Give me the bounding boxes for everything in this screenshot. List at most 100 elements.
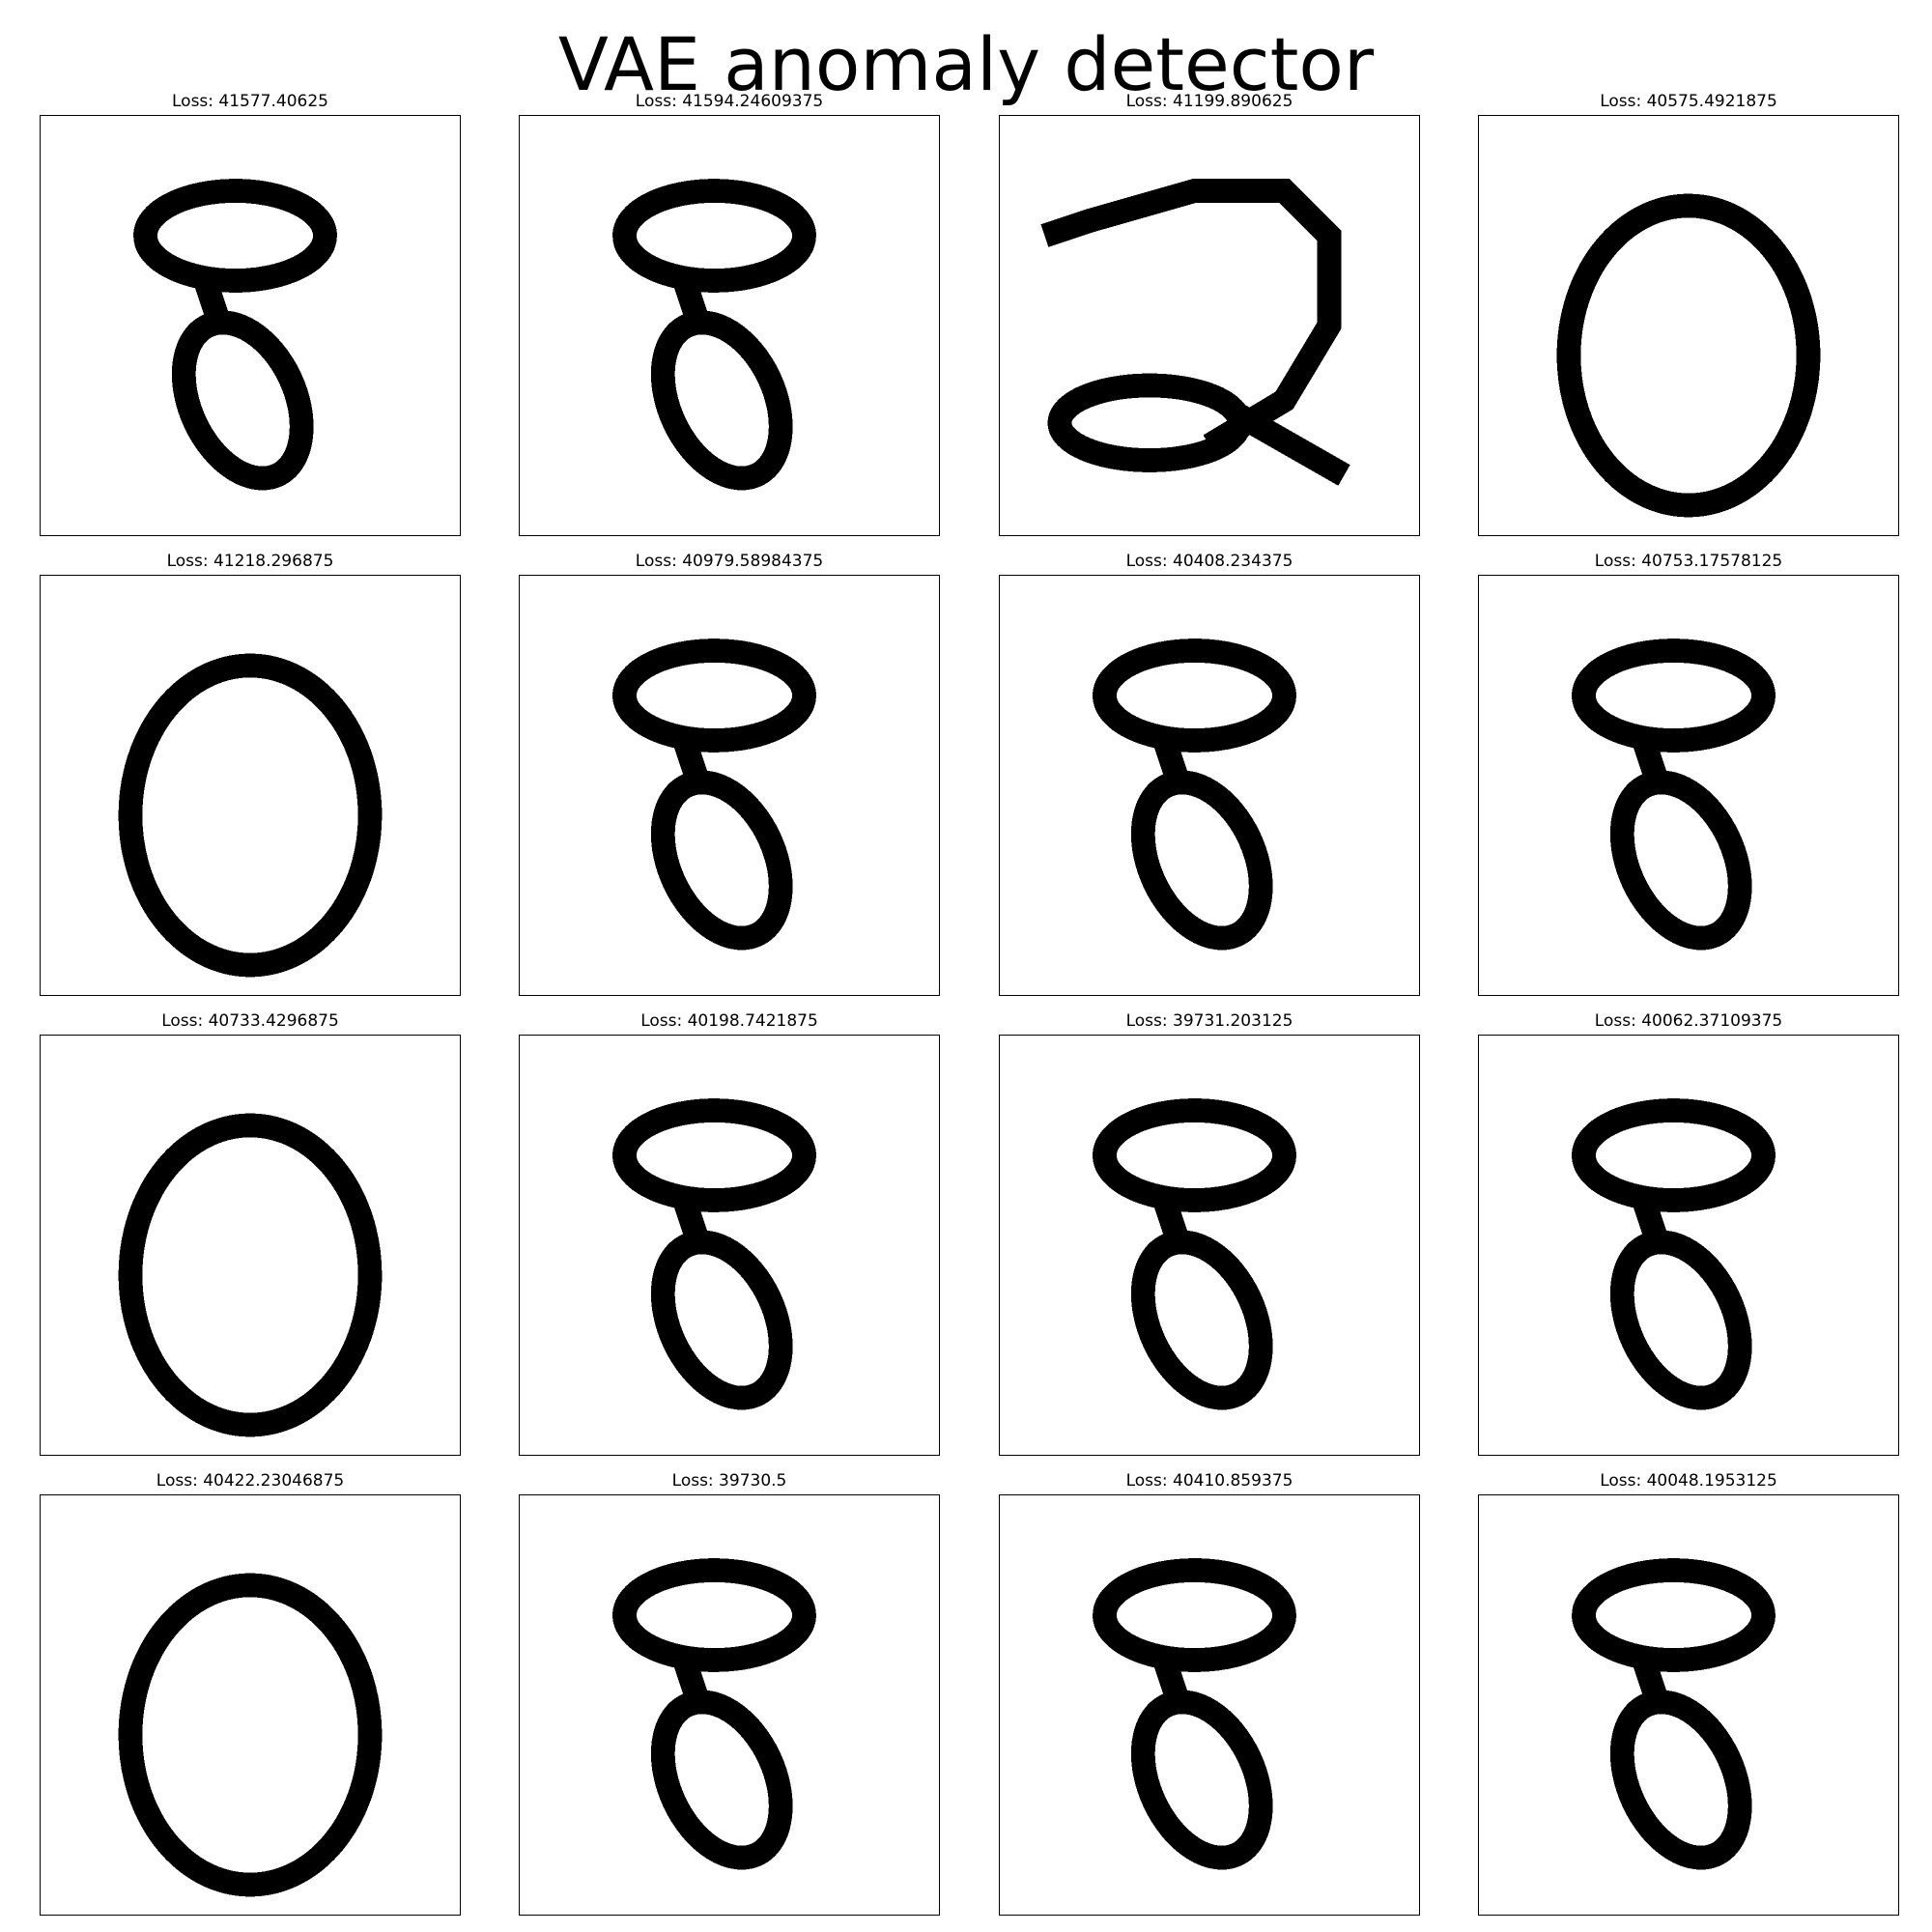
digit-stroke xyxy=(1152,736,1191,789)
digit-stroke xyxy=(193,276,232,329)
digit-stroke xyxy=(1130,770,1273,951)
digit-drawing xyxy=(1040,179,1350,486)
digit-image xyxy=(40,1035,461,1456)
digit-drawing xyxy=(1093,639,1296,951)
digit-image xyxy=(519,1035,940,1456)
digit-drawing xyxy=(612,1558,816,1870)
digit-stroke xyxy=(1093,1098,1296,1212)
digit-drawing xyxy=(118,1573,383,1897)
digit-drawing xyxy=(1556,193,1821,518)
digit-panel: Loss: 40979.58984375 xyxy=(519,552,940,1011)
digit-stroke xyxy=(1152,1196,1191,1249)
digit-panel: Loss: 39731.203125 xyxy=(999,1011,1420,1471)
digit-stroke xyxy=(650,1230,793,1410)
digit-stroke xyxy=(1047,373,1252,472)
digit-image xyxy=(519,1494,940,1916)
digit-image xyxy=(999,1494,1420,1916)
digit-stroke xyxy=(1632,1656,1670,1709)
digit-stroke xyxy=(1572,1098,1776,1212)
loss-label: Loss: 39730.5 xyxy=(671,1471,787,1491)
digit-image xyxy=(40,1494,461,1916)
digit-stroke xyxy=(1632,736,1670,789)
digit-drawing xyxy=(1093,1098,1296,1410)
digit-drawing xyxy=(1093,1558,1296,1870)
loss-label: Loss: 40408.234375 xyxy=(1125,552,1293,571)
digit-image xyxy=(519,575,940,996)
digit-image xyxy=(999,115,1420,536)
digit-stroke xyxy=(118,1113,383,1437)
digit-image xyxy=(1478,115,1899,536)
digit-panel: Loss: 40410.859375 xyxy=(999,1471,1420,1931)
digit-drawing xyxy=(1572,639,1776,951)
loss-label: Loss: 40575.4921875 xyxy=(1600,92,1777,111)
digit-panel: Loss: 40575.4921875 xyxy=(1478,92,1899,552)
digit-panel: Loss: 40733.4296875 xyxy=(40,1011,461,1471)
digit-stroke xyxy=(612,1558,816,1672)
digit-panel: Loss: 40062.37109375 xyxy=(1478,1011,1899,1471)
digit-drawing xyxy=(612,639,816,951)
digit-panel: Loss: 40198.7421875 xyxy=(519,1011,940,1471)
digit-stroke xyxy=(1609,770,1752,951)
digit-image xyxy=(1478,1035,1899,1456)
digit-stroke xyxy=(1130,1690,1273,1870)
digit-stroke xyxy=(1609,1690,1752,1870)
digit-stroke xyxy=(672,1196,711,1249)
digit-stroke xyxy=(133,179,337,293)
digit-stroke xyxy=(171,310,314,491)
digit-stroke xyxy=(650,770,793,951)
digit-panel: Loss: 41218.296875 xyxy=(40,552,461,1011)
digit-drawing xyxy=(1572,1098,1776,1410)
loss-label: Loss: 41577.40625 xyxy=(172,92,328,111)
loss-label: Loss: 40410.859375 xyxy=(1125,1471,1293,1491)
digit-drawing xyxy=(118,653,383,978)
digit-panel: Loss: 41199.890625 xyxy=(999,92,1420,552)
digit-panel: Loss: 40408.234375 xyxy=(999,552,1420,1011)
digit-stroke xyxy=(1632,1196,1670,1249)
digit-image xyxy=(1478,575,1899,996)
loss-label: Loss: 39731.203125 xyxy=(1125,1011,1293,1031)
digit-stroke xyxy=(1572,1558,1776,1672)
digit-drawing xyxy=(133,179,337,491)
digit-image xyxy=(40,575,461,996)
digit-image xyxy=(999,1035,1420,1456)
loss-label: Loss: 41594.24609375 xyxy=(635,92,824,111)
digit-image xyxy=(999,575,1420,996)
loss-label: Loss: 40422.23046875 xyxy=(156,1471,345,1491)
loss-label: Loss: 41199.890625 xyxy=(1125,92,1293,111)
digit-stroke xyxy=(612,1098,816,1212)
digit-stroke xyxy=(1152,1656,1191,1709)
digit-stroke xyxy=(650,310,793,491)
loss-label: Loss: 40048.1953125 xyxy=(1600,1471,1777,1491)
digit-image xyxy=(1478,1494,1899,1916)
digit-stroke xyxy=(1093,639,1296,753)
digit-stroke xyxy=(650,1690,793,1870)
digit-image xyxy=(519,115,940,536)
digit-panel: Loss: 40753.17578125 xyxy=(1478,552,1899,1011)
digit-panel: Loss: 39730.5 xyxy=(519,1471,940,1931)
loss-label: Loss: 40979.58984375 xyxy=(635,552,824,571)
digit-stroke xyxy=(1556,193,1821,518)
digit-panel: Loss: 41577.40625 xyxy=(40,92,461,552)
loss-label: Loss: 40198.7421875 xyxy=(640,1011,818,1031)
digit-stroke xyxy=(1572,639,1776,753)
digit-drawing xyxy=(612,179,816,491)
loss-label: Loss: 40062.37109375 xyxy=(1594,1011,1783,1031)
loss-label: Loss: 40733.4296875 xyxy=(161,1011,339,1031)
digit-panel: Loss: 40422.23046875 xyxy=(40,1471,461,1931)
digit-stroke xyxy=(1040,179,1342,456)
digit-panel: Loss: 40048.1953125 xyxy=(1478,1471,1899,1931)
digit-stroke xyxy=(612,179,816,293)
digit-stroke xyxy=(672,736,711,789)
digit-drawing xyxy=(1572,1558,1776,1870)
digit-stroke xyxy=(1609,1230,1752,1410)
digit-drawing xyxy=(612,1098,816,1410)
digit-stroke xyxy=(672,276,711,329)
digit-stroke xyxy=(1093,1558,1296,1672)
digit-stroke xyxy=(1233,405,1350,486)
digit-drawing xyxy=(118,1113,383,1437)
loss-label: Loss: 41218.296875 xyxy=(166,552,334,571)
digit-stroke xyxy=(1130,1230,1273,1410)
digit-stroke xyxy=(612,639,816,753)
digit-image xyxy=(40,115,461,536)
digit-stroke xyxy=(672,1656,711,1709)
